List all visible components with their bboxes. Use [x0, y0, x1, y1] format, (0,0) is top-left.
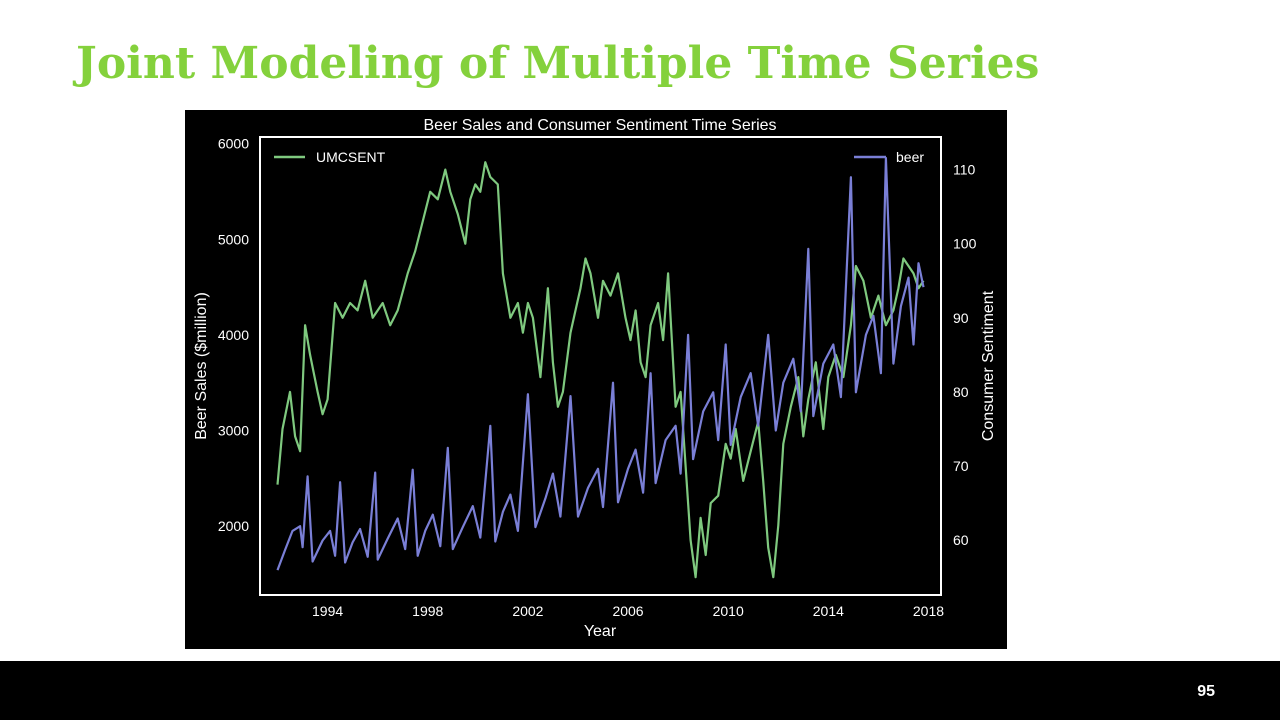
- y-right-tick-label: 80: [953, 384, 969, 400]
- y-left-tick-label: 4000: [218, 327, 249, 343]
- x-tick-label: 2002: [512, 603, 543, 619]
- x-tick-label: 2018: [913, 603, 944, 619]
- legend-layer: UMCSENT beer: [274, 149, 924, 165]
- y-left-axis-label: Beer Sales ($million): [193, 292, 210, 440]
- x-tick-label: 2010: [713, 603, 744, 619]
- x-tick-label: 2006: [612, 603, 643, 619]
- x-tick-label: 2014: [813, 603, 844, 619]
- y-left-tick-label: 3000: [218, 423, 249, 439]
- y-left-tick-label: 6000: [218, 136, 249, 152]
- y-left-tick-label: 5000: [218, 231, 249, 247]
- chart-title: Beer Sales and Consumer Sentiment Time S…: [423, 117, 776, 134]
- series-line-umcsent: [276, 161, 925, 579]
- bottom-bar: 95: [0, 661, 1280, 720]
- page-number: 95: [1197, 683, 1215, 700]
- y-right-tick-label: 60: [953, 532, 969, 548]
- y-right-tick-label: 110: [953, 162, 976, 178]
- y-left-tick-label: 2000: [218, 518, 249, 534]
- series-line-beer: [276, 156, 925, 571]
- y-right-tick-label: 100: [953, 236, 977, 252]
- beer-sentiment-chart: Beer Sales and Consumer Sentiment Time S…: [193, 117, 997, 640]
- x-axis-label: Year: [584, 623, 617, 640]
- x-tick-label: 1994: [312, 603, 343, 619]
- y-right-tick-label: 90: [953, 310, 969, 326]
- plot-frame: [259, 136, 942, 596]
- legend-label-umcsent: UMCSENT: [316, 149, 386, 165]
- slide-title: Joint Modeling of Multiple Time Series: [76, 38, 1040, 89]
- y-right-tick-label: 70: [953, 458, 969, 474]
- series-layer: [276, 156, 925, 579]
- x-tick-label: 1998: [412, 603, 443, 619]
- chart-container: Beer Sales and Consumer Sentiment Time S…: [185, 110, 1007, 649]
- y-right-axis-label: Consumer Sentiment: [980, 290, 997, 441]
- legend-label-beer: beer: [896, 149, 924, 165]
- axes-layer: 1994 1998 2002 2006 2010 2014 2018 2000 3000 4000…: [218, 136, 977, 619]
